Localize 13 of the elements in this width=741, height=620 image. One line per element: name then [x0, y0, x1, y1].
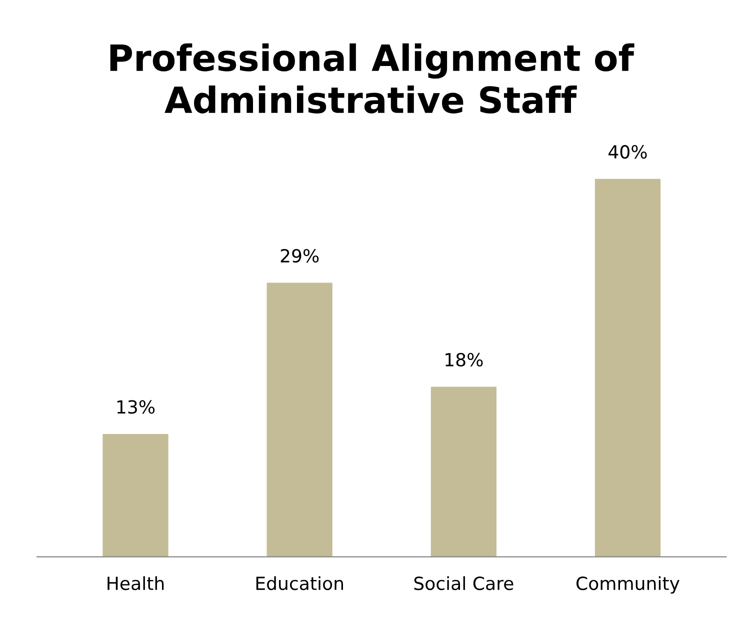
chart-title: Professional Alignment of Administrative Staff — [110, 43, 634, 114]
data-label: 40% — [608, 145, 647, 159]
x-tick-label: Social Care — [414, 576, 514, 590]
bar — [594, 178, 661, 557]
data-label: 29% — [280, 248, 319, 263]
bar — [430, 386, 496, 557]
x-tick-label: Community — [576, 576, 680, 594]
data-label: 13% — [117, 400, 155, 414]
x-tick-label: Health — [108, 576, 164, 590]
bar — [266, 282, 332, 557]
bar — [102, 434, 168, 557]
data-label: 18% — [446, 352, 483, 367]
x-tick-label: Education — [256, 576, 343, 590]
